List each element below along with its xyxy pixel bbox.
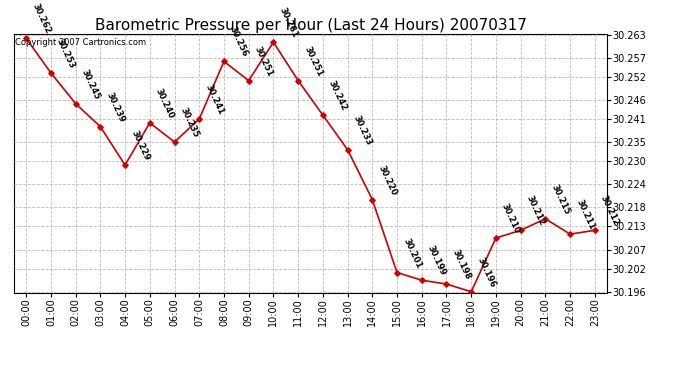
Text: 30.199: 30.199 bbox=[426, 244, 448, 278]
Text: 30.239: 30.239 bbox=[104, 91, 126, 124]
Text: 30.198: 30.198 bbox=[451, 248, 473, 281]
Text: Copyright 2007 Cartronics.com: Copyright 2007 Cartronics.com bbox=[15, 38, 146, 46]
Text: 30.261: 30.261 bbox=[277, 6, 299, 39]
Text: 30.212: 30.212 bbox=[525, 194, 546, 228]
Text: 30.233: 30.233 bbox=[352, 114, 373, 147]
Text: 30.241: 30.241 bbox=[204, 83, 225, 116]
Text: 30.242: 30.242 bbox=[327, 79, 349, 112]
Text: 30.262: 30.262 bbox=[30, 2, 52, 36]
Text: 30.220: 30.220 bbox=[377, 164, 398, 197]
Title: Barometric Pressure per Hour (Last 24 Hours) 20070317: Barometric Pressure per Hour (Last 24 Ho… bbox=[95, 18, 526, 33]
Text: 30.245: 30.245 bbox=[80, 68, 101, 101]
Text: 30.211: 30.211 bbox=[574, 198, 596, 231]
Text: 30.196: 30.196 bbox=[475, 256, 497, 289]
Text: 30.256: 30.256 bbox=[228, 26, 250, 58]
Text: 30.251: 30.251 bbox=[253, 45, 275, 78]
Text: 30.201: 30.201 bbox=[401, 237, 423, 270]
Text: 30.212: 30.212 bbox=[599, 194, 621, 228]
Text: 30.235: 30.235 bbox=[179, 106, 201, 139]
Text: 30.229: 30.229 bbox=[129, 129, 151, 162]
Text: 30.251: 30.251 bbox=[302, 45, 324, 78]
Text: 30.240: 30.240 bbox=[154, 87, 176, 120]
Text: 30.215: 30.215 bbox=[549, 183, 571, 216]
Text: 30.253: 30.253 bbox=[55, 37, 77, 70]
Text: 30.210: 30.210 bbox=[500, 202, 522, 235]
